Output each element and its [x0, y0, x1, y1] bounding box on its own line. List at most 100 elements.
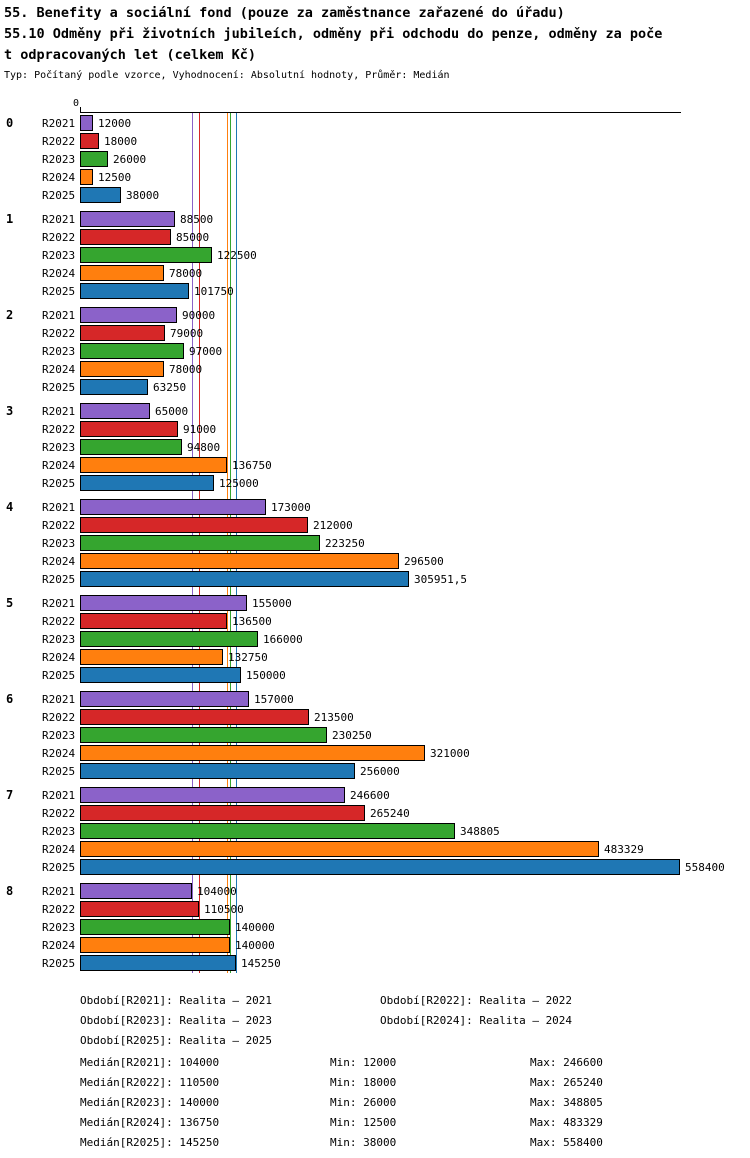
bar — [80, 745, 425, 761]
bar — [80, 439, 182, 455]
bar-value-label: 12500 — [98, 170, 132, 184]
bar-row: R2025 150000 — [0, 666, 750, 684]
series-label: R2024 — [42, 170, 76, 184]
bar-row: R2023 166000 — [0, 630, 750, 648]
bar-row: R2022 91000 — [0, 420, 750, 438]
bar-value-label: 140000 — [235, 938, 275, 952]
stat-row: Medián[R2023]: 140000 Min: 26000 Max: 3488… — [80, 1092, 750, 1112]
series-label: R2021 — [42, 212, 76, 226]
series-label: R2021 — [42, 308, 76, 322]
bar-row: R2022 79000 — [0, 324, 750, 342]
bar-value-label: 558400 — [685, 860, 725, 874]
bar-value-label: 101750 — [194, 284, 234, 298]
series-label: R2023 — [42, 920, 76, 934]
bar-value-label: 305951,5 — [414, 572, 467, 586]
stats-panel: Medián[R2021]: 104000 Min: 12000 Max: 2466… — [0, 1052, 750, 1152]
stat-max-label: Max: 265240 — [530, 1075, 603, 1089]
series-label: R2024 — [42, 458, 76, 472]
bar — [80, 883, 192, 899]
group-label: 4 — [6, 500, 14, 514]
series-label: R2021 — [42, 788, 76, 802]
series-label: R2024 — [42, 746, 76, 760]
bar-value-label: 157000 — [254, 692, 294, 706]
legend-row: Období[R2023]: Realita – 2023 Období[R202… — [80, 1010, 750, 1030]
series-label: R2024 — [42, 842, 76, 856]
series-label: R2025 — [42, 572, 76, 586]
bar-row: R2024 132750 — [0, 648, 750, 666]
bar — [80, 787, 345, 803]
bar-row: R2023 26000 — [0, 150, 750, 168]
bar-row: 4 R2021 173000 — [0, 498, 750, 516]
bar-row: R2025 63250 — [0, 378, 750, 396]
stat-min-label: Min: 18000 — [330, 1075, 397, 1089]
bar — [80, 133, 99, 149]
bar — [80, 709, 309, 725]
bar — [80, 763, 355, 779]
series-label: R2021 — [42, 116, 76, 130]
legend-item: Období[R2023]: Realita – 2023 — [80, 1013, 273, 1027]
bar — [80, 343, 184, 359]
plot-area: 0 R2021 12000 R2022 18000 R2023 26000 R2024 1250… — [0, 112, 750, 972]
series-label: R2023 — [42, 152, 76, 166]
bar-value-label: 63250 — [153, 380, 187, 394]
bar-value-label: 26000 — [113, 152, 147, 166]
bar-value-label: 483329 — [604, 842, 644, 856]
series-label: R2025 — [42, 380, 76, 394]
bar-group: 0 R2021 12000 R2022 18000 R2023 26000 R2024 1250… — [0, 114, 750, 204]
bar-row: R2024 136750 — [0, 456, 750, 474]
bar-group: 4 R2021 173000 R2022 212000 R2023 223250 R2024 2… — [0, 498, 750, 588]
bar — [80, 595, 247, 611]
bar-row: R2023 97000 — [0, 342, 750, 360]
bar-row: R2022 85000 — [0, 228, 750, 246]
series-label: R2024 — [42, 362, 76, 376]
bar — [80, 361, 164, 377]
bar-value-label: 65000 — [155, 404, 189, 418]
chart-title-line-2: 55.10 Odměny při životních jubileích, od… — [4, 26, 663, 42]
series-label: R2025 — [42, 668, 76, 682]
stat-median-label: Medián[R2024]: 136750 — [80, 1115, 220, 1129]
bar-value-label: 104000 — [197, 884, 237, 898]
bar-row: R2024 296500 — [0, 552, 750, 570]
bar-group: 2 R2021 90000 R2022 79000 R2023 97000 R2024 7800… — [0, 306, 750, 396]
bar-row: R2022 110500 — [0, 900, 750, 918]
bar-row: R2022 213500 — [0, 708, 750, 726]
bar — [80, 691, 249, 707]
bar-row: 2 R2021 90000 — [0, 306, 750, 324]
bar — [80, 649, 223, 665]
bar-value-label: 136750 — [232, 458, 272, 472]
bar — [80, 919, 230, 935]
bar — [80, 115, 93, 131]
bar — [80, 631, 258, 647]
stat-min-label: Min: 12500 — [330, 1115, 397, 1129]
stat-max-label: Max: 558400 — [530, 1135, 603, 1149]
stat-row: Medián[R2024]: 136750 Min: 12500 Max: 4833… — [80, 1112, 750, 1132]
series-label: R2022 — [42, 518, 76, 532]
bar-row: R2023 122500 — [0, 246, 750, 264]
bar-value-label: 296500 — [404, 554, 444, 568]
bar-group: 5 R2021 155000 R2022 136500 R2023 166000 R2024 1… — [0, 594, 750, 684]
series-label: R2022 — [42, 902, 76, 916]
bar-value-label: 110500 — [204, 902, 244, 916]
axis-zero-label: 0 — [73, 98, 80, 109]
bar-row: R2025 145250 — [0, 954, 750, 972]
series-label: R2022 — [42, 134, 76, 148]
series-label: R2025 — [42, 284, 76, 298]
bar-row: R2023 140000 — [0, 918, 750, 936]
bar-row: R2025 256000 — [0, 762, 750, 780]
bar — [80, 571, 409, 587]
series-label: R2025 — [42, 764, 76, 778]
bar — [80, 475, 214, 491]
bar-row: R2023 230250 — [0, 726, 750, 744]
bar — [80, 805, 365, 821]
axis-line — [80, 112, 681, 113]
bar-value-label: 230250 — [332, 728, 372, 742]
stat-median-label: Medián[R2025]: 145250 — [80, 1135, 220, 1149]
legend-row: Období[R2021]: Realita – 2021 Období[R202… — [80, 990, 750, 1010]
bar — [80, 379, 148, 395]
bar-row: R2022 265240 — [0, 804, 750, 822]
bar — [80, 265, 164, 281]
series-label: R2023 — [42, 824, 76, 838]
bar-value-label: 132750 — [228, 650, 268, 664]
stat-min-label: Min: 26000 — [330, 1095, 397, 1109]
stat-median-label: Medián[R2021]: 104000 — [80, 1055, 220, 1069]
